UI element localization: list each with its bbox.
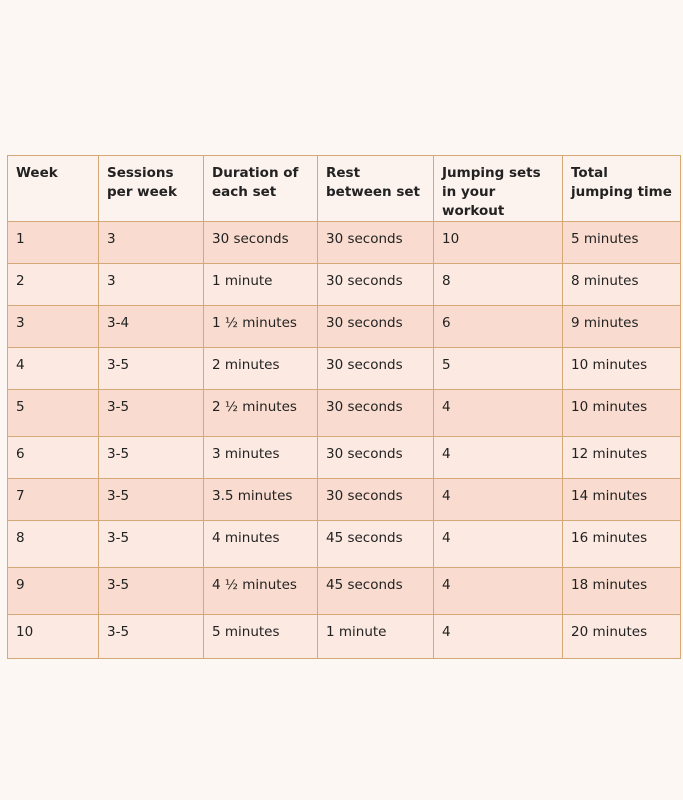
table-cell: 5 minutes bbox=[203, 614, 318, 659]
table-cell: 3 minutes bbox=[203, 436, 318, 479]
header-cell: Week bbox=[7, 155, 99, 222]
table-cell: 3-5 bbox=[98, 436, 204, 479]
table-cell: 3.5 minutes bbox=[203, 478, 318, 521]
table-cell: 4 bbox=[433, 614, 563, 659]
table-cell: 12 minutes bbox=[562, 436, 681, 479]
table-cell: 3 bbox=[7, 305, 99, 348]
header-cell: Duration of each set bbox=[203, 155, 318, 222]
table-cell: 2 ½ minutes bbox=[203, 389, 318, 437]
table-cell: 3-5 bbox=[98, 567, 204, 615]
table-cell: 4 bbox=[433, 389, 563, 437]
table-row: 6 3-5 3 minutes 30 seconds 4 12 minutes bbox=[7, 436, 681, 479]
table-cell: 6 bbox=[7, 436, 99, 479]
table-cell: 1 ½ minutes bbox=[203, 305, 318, 348]
table-row: 1 3 30 seconds 30 seconds 10 5 minutes bbox=[7, 221, 681, 264]
table-cell: 5 minutes bbox=[562, 221, 681, 264]
header-cell: Total jumping time bbox=[562, 155, 681, 222]
table-cell: 3-5 bbox=[98, 389, 204, 437]
table-cell: 5 bbox=[433, 347, 563, 390]
table-cell: 30 seconds bbox=[317, 305, 434, 348]
table-cell: 8 bbox=[7, 520, 99, 568]
table-cell: 30 seconds bbox=[317, 263, 434, 306]
table-cell: 9 minutes bbox=[562, 305, 681, 348]
table-row: 4 3-5 2 minutes 30 seconds 5 10 minutes bbox=[7, 347, 681, 390]
table-cell: 3-5 bbox=[98, 520, 204, 568]
table-cell: 4 minutes bbox=[203, 520, 318, 568]
table-cell: 3 bbox=[98, 221, 204, 264]
header-cell: Jumping sets in your workout bbox=[433, 155, 563, 222]
table-cell: 18 minutes bbox=[562, 567, 681, 615]
table-cell: 3-5 bbox=[98, 478, 204, 521]
table-cell: 2 minutes bbox=[203, 347, 318, 390]
table-cell: 30 seconds bbox=[203, 221, 318, 264]
table-cell: 8 minutes bbox=[562, 263, 681, 306]
table-cell: 20 minutes bbox=[562, 614, 681, 659]
table-cell: 1 minute bbox=[203, 263, 318, 306]
table-cell: 4 bbox=[7, 347, 99, 390]
table-row: 5 3-5 2 ½ minutes 30 seconds 4 10 minutes bbox=[7, 389, 681, 437]
table-cell: 4 ½ minutes bbox=[203, 567, 318, 615]
header-cell: Rest between set bbox=[317, 155, 434, 222]
table-cell: 10 minutes bbox=[562, 389, 681, 437]
table-row: 10 3-5 5 minutes 1 minute 4 20 minutes bbox=[7, 614, 681, 659]
table-cell: 1 minute bbox=[317, 614, 434, 659]
table-cell: 9 bbox=[7, 567, 99, 615]
table-cell: 8 bbox=[433, 263, 563, 306]
table-cell: 10 minutes bbox=[562, 347, 681, 390]
table-cell: 2 bbox=[7, 263, 99, 306]
table-row: 7 3-5 3.5 minutes 30 seconds 4 14 minutes bbox=[7, 478, 681, 521]
table-cell: 14 minutes bbox=[562, 478, 681, 521]
table-row: 8 3-5 4 minutes 45 seconds 4 16 minutes bbox=[7, 520, 681, 568]
table-cell: 5 bbox=[7, 389, 99, 437]
table-cell: 1 bbox=[7, 221, 99, 264]
header-cell: Sessions per week bbox=[98, 155, 204, 222]
table-cell: 4 bbox=[433, 478, 563, 521]
table-cell: 10 bbox=[7, 614, 99, 659]
table-cell: 6 bbox=[433, 305, 563, 348]
schedule-table: Week Sessions per week Duration of each se… bbox=[7, 155, 681, 659]
table-cell: 45 seconds bbox=[317, 520, 434, 568]
table-cell: 3 bbox=[98, 263, 204, 306]
table-cell: 4 bbox=[433, 567, 563, 615]
header-row: Week Sessions per week Duration of each se… bbox=[7, 155, 681, 222]
table-cell: 16 minutes bbox=[562, 520, 681, 568]
table-cell: 45 seconds bbox=[317, 567, 434, 615]
table-cell: 4 bbox=[433, 520, 563, 568]
table-cell: 30 seconds bbox=[317, 436, 434, 479]
table-cell: 30 seconds bbox=[317, 478, 434, 521]
table-cell: 30 seconds bbox=[317, 389, 434, 437]
table-cell: 10 bbox=[433, 221, 563, 264]
table-cell: 3-5 bbox=[98, 347, 204, 390]
table-cell: 3-4 bbox=[98, 305, 204, 348]
table-cell: 4 bbox=[433, 436, 563, 479]
table-cell: 30 seconds bbox=[317, 347, 434, 390]
table-cell: 7 bbox=[7, 478, 99, 521]
table-cell: 3-5 bbox=[98, 614, 204, 659]
table-cell: 30 seconds bbox=[317, 221, 434, 264]
table-row: 3 3-4 1 ½ minutes 30 seconds 6 9 minutes bbox=[7, 305, 681, 348]
table-row: 9 3-5 4 ½ minutes 45 seconds 4 18 minutes bbox=[7, 567, 681, 615]
